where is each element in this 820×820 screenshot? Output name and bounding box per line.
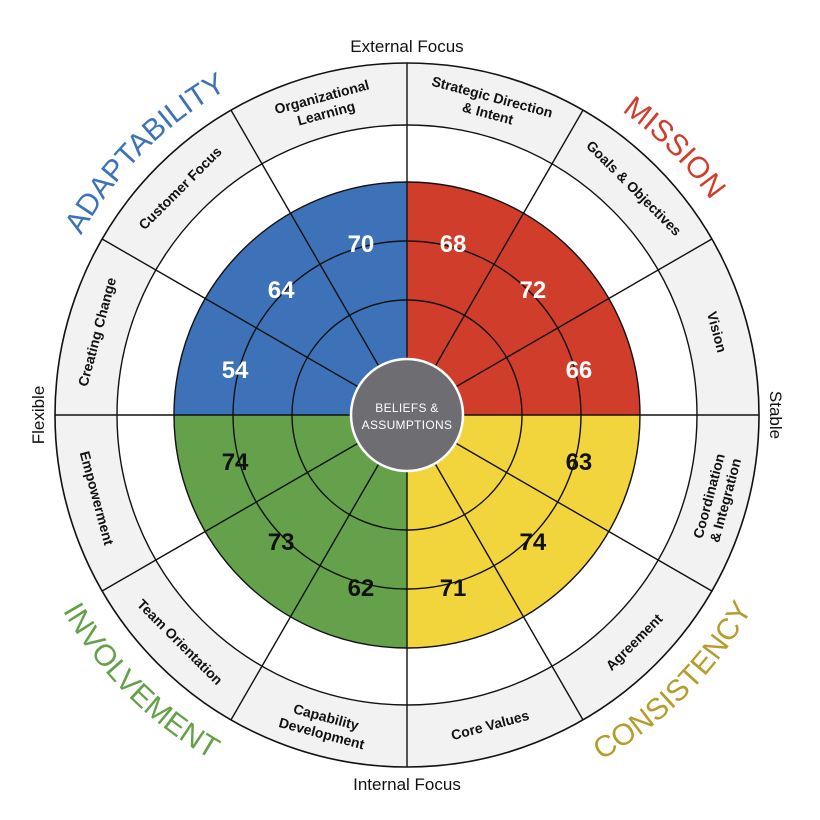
segment-divider (230, 109, 263, 165)
score-adaptability-1: 70 (348, 231, 375, 258)
colored-quadrants (174, 182, 640, 648)
segment-divider (657, 238, 713, 271)
quadrant-consistency (407, 415, 640, 648)
center-circle: BELIEFS & ASSUMPTIONS (349, 357, 465, 473)
divider-line (455, 442, 659, 561)
score-involvement-1: 62 (348, 575, 375, 602)
segment-divider (551, 109, 584, 165)
divider-line (434, 163, 553, 367)
segment-divider (101, 238, 157, 271)
segment-divider (230, 665, 263, 721)
score-consistency-3: 71 (440, 575, 467, 602)
center-label-line2: ASSUMPTIONS (362, 418, 453, 432)
score-consistency-1: 63 (566, 449, 593, 476)
segment-divider (101, 559, 157, 592)
divider-lines (55, 63, 759, 767)
divider-line (434, 463, 553, 667)
score-involvement-2: 73 (268, 529, 295, 556)
score-mission-3: 66 (566, 357, 593, 384)
divider-line (261, 163, 380, 367)
axis-label-top: External Focus (350, 37, 463, 56)
score-adaptability-2: 64 (268, 277, 295, 304)
segment-divider (657, 559, 713, 592)
score-adaptability-3: 54 (222, 357, 249, 384)
score-involvement-3: 74 (222, 449, 249, 476)
divider-line (455, 269, 659, 388)
score-mission-2: 72 (520, 277, 547, 304)
divider-line (155, 442, 359, 561)
divider-line (155, 269, 359, 388)
quadrant-involvement (174, 415, 407, 648)
segment-divider (551, 665, 584, 721)
quadrant-mission (407, 182, 640, 415)
center-label-line1: BELIEFS & (375, 401, 438, 415)
divider-line (261, 463, 380, 667)
score-mission-1: 68 (440, 231, 467, 258)
center-circle-shape (349, 357, 465, 473)
axis-label-right: Stable (766, 391, 785, 439)
axis-label-bottom: Internal Focus (353, 775, 461, 794)
axis-label-left: Flexible (29, 386, 48, 445)
score-consistency-2: 74 (520, 529, 547, 556)
quadrant-adaptability (174, 182, 407, 415)
